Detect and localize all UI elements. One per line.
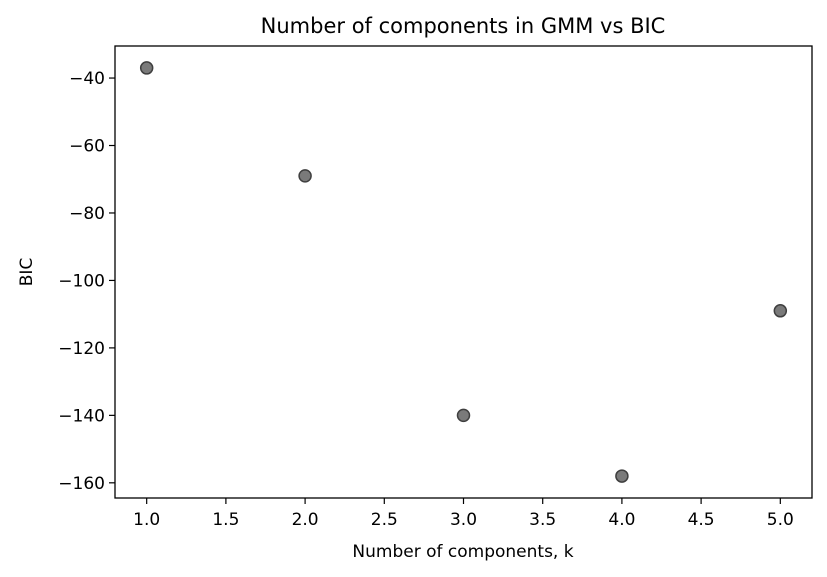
x-tick-label: 1.5 — [212, 510, 239, 530]
x-axis: 1.0 1.5 2.0 2.5 3.0 3.5 4.0 4.5 5.0 — [133, 498, 794, 530]
y-tick-label: −60 — [69, 137, 105, 157]
plot-frame — [114, 45, 813, 499]
x-tick-label: 4.5 — [688, 510, 715, 530]
x-tick-label: 2.0 — [292, 510, 319, 530]
data-points — [139, 61, 788, 483]
y-axis-label: BIC — [17, 258, 37, 287]
x-tick-label: 2.5 — [371, 510, 398, 530]
plot-area — [114, 45, 813, 499]
y-tick-label: −40 — [69, 69, 105, 89]
x-tick-label: 1.0 — [133, 510, 160, 530]
x-tick-label: 3.0 — [450, 510, 477, 530]
y-axis: −40 −60 −80 −100 −120 −140 −160 — [58, 69, 115, 494]
y-tick-label: −140 — [58, 406, 105, 426]
y-tick-label: −160 — [58, 474, 105, 494]
x-tick-label: 5.0 — [767, 510, 794, 530]
x-tick-label: 4.0 — [608, 510, 635, 530]
y-tick-label: −120 — [58, 339, 105, 359]
data-point — [456, 408, 471, 423]
x-axis-label: Number of components, k — [352, 542, 573, 562]
data-point — [139, 61, 154, 75]
chart-title: Number of components in GMM vs BIC — [261, 14, 666, 38]
data-point — [615, 469, 629, 483]
y-tick-label: −80 — [69, 204, 105, 224]
data-point — [298, 169, 312, 183]
y-tick-label: −100 — [58, 271, 105, 291]
data-point — [773, 304, 788, 318]
x-tick-label: 3.5 — [529, 510, 556, 530]
